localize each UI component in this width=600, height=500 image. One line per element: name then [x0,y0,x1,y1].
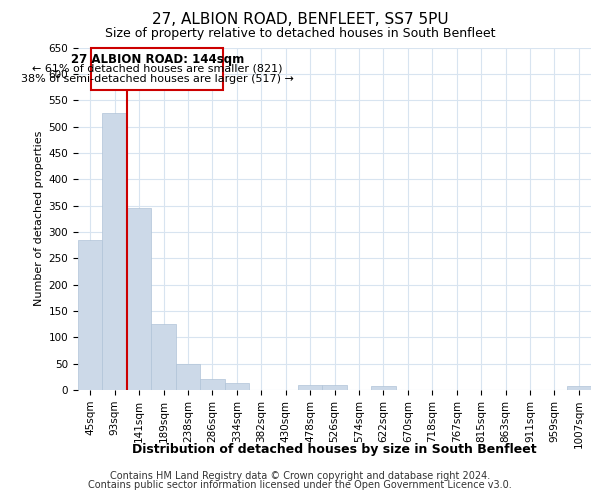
Bar [566,386,591,390]
Text: Distribution of detached houses by size in South Benfleet: Distribution of detached houses by size … [133,442,537,456]
Text: Contains HM Land Registry data © Crown copyright and database right 2024.: Contains HM Land Registry data © Crown c… [110,471,490,481]
Y-axis label: Number of detached properties: Number of detached properties [34,131,44,306]
Text: Size of property relative to detached houses in South Benfleet: Size of property relative to detached ho… [105,28,495,40]
Text: 27, ALBION ROAD, BENFLEET, SS7 5PU: 27, ALBION ROAD, BENFLEET, SS7 5PU [152,12,448,28]
FancyBboxPatch shape [91,48,223,90]
Bar [200,380,224,390]
Bar [176,364,200,390]
Text: 38% of semi-detached houses are larger (517) →: 38% of semi-detached houses are larger (… [21,74,294,84]
Bar [78,240,103,390]
Text: Contains public sector information licensed under the Open Government Licence v3: Contains public sector information licen… [88,480,512,490]
Text: ← 61% of detached houses are smaller (821): ← 61% of detached houses are smaller (82… [32,64,283,74]
Bar [127,208,151,390]
Bar [151,324,176,390]
Bar [298,384,322,390]
Bar [371,386,395,390]
Bar [322,384,347,390]
Bar [103,114,127,390]
Bar [224,383,249,390]
Text: 27 ALBION ROAD: 144sqm: 27 ALBION ROAD: 144sqm [71,53,244,66]
